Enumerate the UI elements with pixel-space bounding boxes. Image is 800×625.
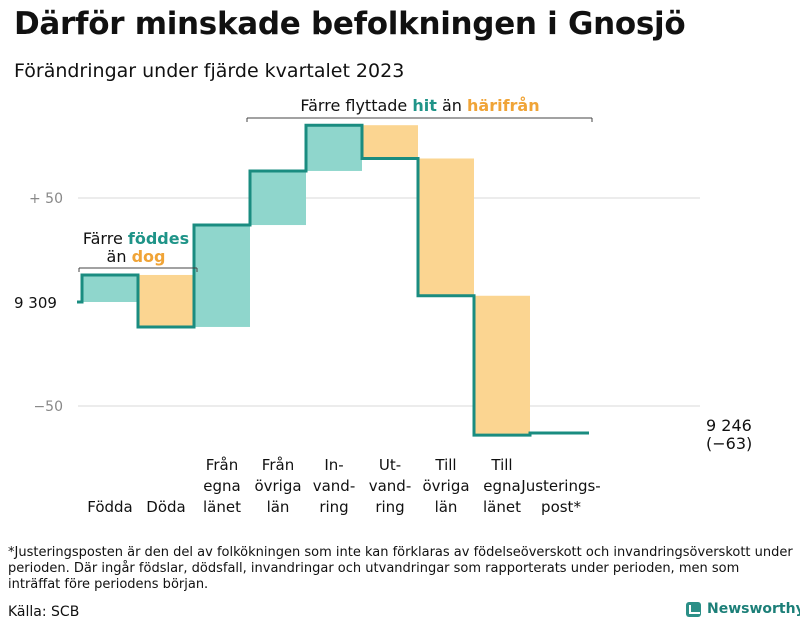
x-tick-label: egna (483, 477, 520, 495)
annotation-span: hit (412, 96, 437, 115)
x-tick-label: ring (375, 498, 404, 516)
waterfall-bar (418, 158, 474, 296)
waterfall-bar (138, 274, 194, 327)
annotation-births-line1: Färre föddes (83, 229, 189, 248)
chart-logo-icon (686, 601, 701, 617)
x-tick-label: Från (262, 456, 294, 474)
y-tick-label: −50 (33, 399, 63, 415)
x-tick-label: vand- (313, 477, 356, 495)
x-tick-label: Döda (146, 498, 185, 516)
annotation-span: Färre flyttade (300, 96, 412, 115)
waterfall-bar (474, 295, 530, 436)
end-value-label: 9 246 (706, 416, 752, 435)
x-tick-label: egna (203, 477, 240, 495)
x-tick-label: ring (319, 498, 348, 516)
annotation-span: härifrån (467, 96, 540, 115)
cumulative-line (77, 123, 589, 437)
waterfall-bar (194, 225, 250, 327)
annotation-births-line2: än dog (107, 247, 166, 266)
waterfall-chart: + 50 −50 9 309 9 246(−63) Födda Döda Från egna l… (14, 96, 752, 516)
chart-title: Därför minskade befolkningen i Gnosjö (14, 6, 686, 42)
end-change-label: (−63) (706, 434, 752, 453)
x-tick-label: Ut- (379, 456, 401, 474)
x-tick-label: Födda (87, 498, 133, 516)
chart-subtitle: Förändringar under fjärde kvartalet 2023 (14, 60, 405, 82)
x-tick-label: län (435, 498, 458, 516)
x-tick-label: Justerings- (520, 477, 600, 495)
waterfall-bar (250, 170, 306, 226)
waterfall-bar (82, 274, 138, 302)
source-label: Källa: SCB (8, 604, 80, 620)
x-tick-label: övriga (254, 477, 301, 495)
brand-logo: Newsworthy (686, 601, 800, 617)
x-tick-label: övriga (422, 477, 469, 495)
annotation-span: föddes (128, 229, 189, 248)
x-tick-label: Till (434, 456, 456, 474)
annotation-span: dog (132, 247, 166, 266)
brand-name: Newsworthy (707, 601, 800, 617)
x-tick-label: Från (206, 456, 238, 474)
annotation-span: Färre (83, 229, 128, 248)
footnote: *Justeringsposten är den del av folkökni… (8, 545, 793, 592)
x-tick-label: Till (490, 456, 512, 474)
x-tick-label: In- (324, 456, 343, 474)
annotation-span: än (437, 96, 467, 115)
start-value-label: 9 309 (14, 294, 57, 312)
x-tick-label: län (267, 498, 290, 516)
waterfall-bar (306, 125, 362, 171)
x-tick-label: post* (541, 498, 581, 516)
annotation-span: än (107, 247, 132, 266)
x-tick-label: länet (483, 498, 521, 516)
waterfall-bar (362, 125, 418, 159)
x-tick-label: vand- (369, 477, 412, 495)
annotation-migration-line1: Färre flyttade hit än härifrån (300, 96, 539, 115)
y-tick-label: + 50 (29, 191, 63, 207)
x-tick-label: länet (203, 498, 241, 516)
